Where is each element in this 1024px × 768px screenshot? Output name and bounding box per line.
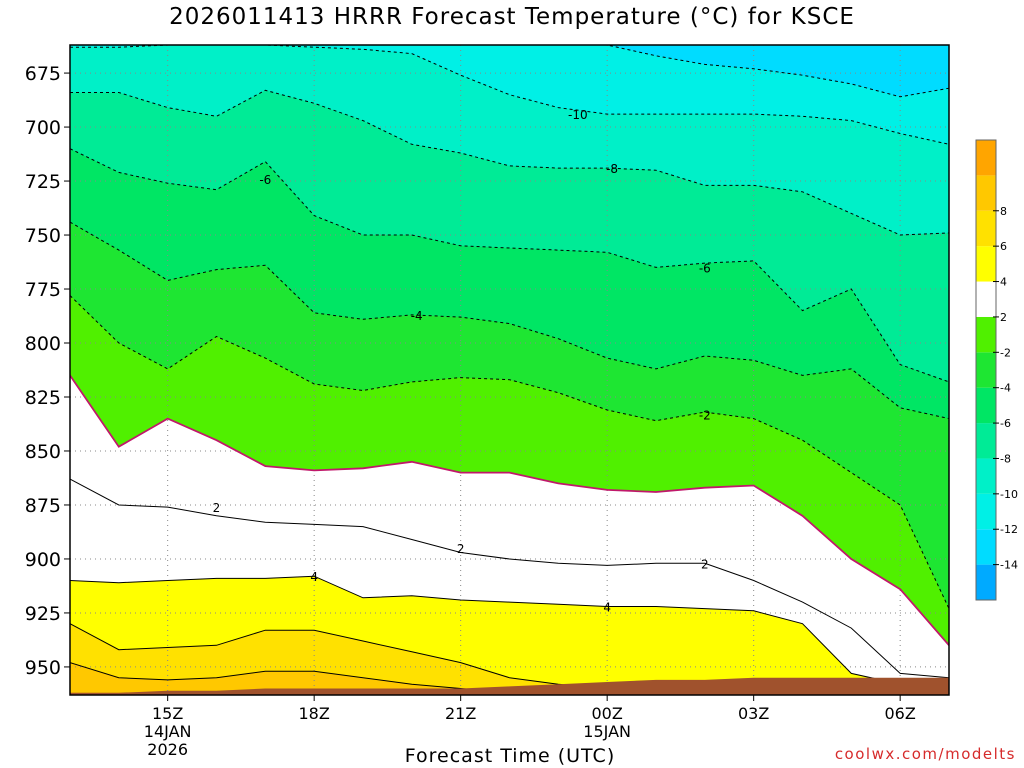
isotherm-line-t_m2 xyxy=(70,295,949,609)
colorbar-segment-7 xyxy=(976,316,996,353)
color-legend: -14 -12 -10 -8 -6 -4 -2 2 4 6 8 xyxy=(975,139,1018,601)
plot-frame xyxy=(69,44,950,696)
colorbar-segment-9 xyxy=(976,246,996,282)
colorbar-segment-11 xyxy=(976,175,996,211)
colorbar-segment-0 xyxy=(976,564,996,600)
colorbar-label: -10 xyxy=(1000,488,1018,501)
colorbar-segment-1 xyxy=(976,529,996,565)
contour-labels: -10 -8 -6 -6 -4 -2 2 2 2 4 4 xyxy=(213,108,711,614)
x-axis-label: Forecast Time (UTC) xyxy=(404,745,616,767)
colorbar-segment-3 xyxy=(976,458,996,494)
y-tick-label-950: 950 xyxy=(25,657,61,679)
contour-label: 4 xyxy=(603,600,611,614)
isotherm-contours xyxy=(70,45,949,694)
colorbar-segment-8 xyxy=(976,281,996,317)
x-tick-label-2026: 2026 xyxy=(147,740,188,759)
x-tick-label-06Z: 06Z xyxy=(885,704,916,723)
y-tick-label-725: 725 xyxy=(25,171,61,193)
colorbar-label: -6 xyxy=(1000,417,1011,430)
y-tick-label-800: 800 xyxy=(25,333,61,355)
contour-label: 2 xyxy=(701,557,709,571)
colorbar-label: -4 xyxy=(1000,382,1011,395)
colorbar-label: -12 xyxy=(1000,523,1018,536)
y-tick-label-925: 925 xyxy=(25,603,61,625)
colorbar-segment-5 xyxy=(976,387,996,424)
y-tick-label-825: 825 xyxy=(25,387,61,409)
chart-title: 2026011413 HRRR Forecast Temperature (°C… xyxy=(169,4,855,30)
x-tick-label-15JAN: 15JAN xyxy=(583,722,631,741)
y-axis: 675 700 725 750 775 800 825 850 875 900 925 950 xyxy=(25,63,70,679)
y-tick-label-850: 850 xyxy=(25,441,61,463)
contour-label: 2 xyxy=(457,542,465,556)
x-tick-label-18Z: 18Z xyxy=(299,704,330,723)
x-tick-label-21Z: 21Z xyxy=(445,704,476,723)
y-tick-label-875: 875 xyxy=(25,495,61,517)
y-tick-label-675: 675 xyxy=(25,63,61,85)
x-tick-label-03Z: 03Z xyxy=(738,704,769,723)
colorbar-label: 8 xyxy=(1000,205,1007,218)
x-tick-label-15Z: 15Z xyxy=(152,704,183,723)
y-tick-label-750: 750 xyxy=(25,225,61,247)
isotherm-line-t_2 xyxy=(70,478,949,679)
y-tick-label-775: 775 xyxy=(25,279,61,301)
colorbar-segment-6 xyxy=(976,352,996,388)
colorbar-label: -8 xyxy=(1000,452,1011,465)
contour-label: -2 xyxy=(699,408,711,422)
isotherm-line-t_m8 xyxy=(70,89,949,236)
colorbar-segment-4 xyxy=(976,423,996,459)
isotherm-line-t_4 xyxy=(70,575,949,689)
colorbar-frame xyxy=(975,139,997,601)
contour-label: -10 xyxy=(568,108,588,122)
y-tick-label-700: 700 xyxy=(25,117,61,139)
y-tick-label-900: 900 xyxy=(25,549,61,571)
contour-label: -4 xyxy=(411,309,423,323)
colorbar-label: 6 xyxy=(1000,240,1007,253)
fill-band-t_m12 xyxy=(70,45,949,145)
colorbar-segment-10 xyxy=(976,210,996,247)
site-credit: coolwx.com/modelts xyxy=(834,745,1016,763)
temperature-fill-layer xyxy=(70,45,949,695)
x-tick-label-00Z: 00Z xyxy=(592,704,623,723)
colorbar-segment-2 xyxy=(976,493,996,530)
colorbar-label: -2 xyxy=(1000,346,1011,359)
x-tick-label-14JAN: 14JAN xyxy=(144,722,192,741)
grid-lines xyxy=(70,45,949,695)
colorbar-label: 4 xyxy=(1000,276,1007,289)
ground-surface xyxy=(70,677,949,695)
contour-label: -8 xyxy=(606,162,618,176)
colorbar-segment-12 xyxy=(976,140,996,176)
ground-fill xyxy=(70,677,949,695)
isotherm-line-t_0 xyxy=(70,374,949,646)
colorbar-label: 2 xyxy=(1000,311,1007,324)
contour-label: 2 xyxy=(213,501,221,515)
contour-label: 4 xyxy=(310,570,318,584)
isotherm-line-t_m6 xyxy=(70,148,949,383)
colorbar-label: -14 xyxy=(1000,559,1018,572)
contour-label: -6 xyxy=(259,173,271,187)
contour-label: -6 xyxy=(699,261,711,275)
fill-band-t_m14 xyxy=(607,45,949,97)
isotherm-line-t_m4 xyxy=(70,221,949,420)
